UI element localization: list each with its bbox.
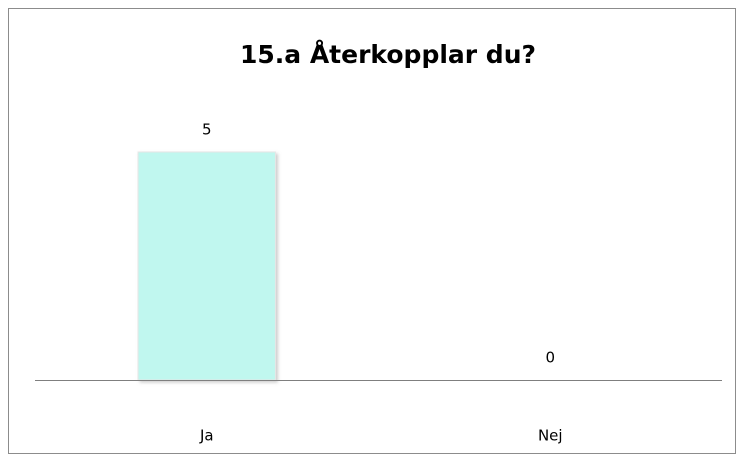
bar <box>137 151 276 381</box>
data-label: 0 <box>545 349 555 367</box>
chart-title: 15.a Återkopplar du? <box>240 40 536 69</box>
chart-frame <box>8 8 736 454</box>
x-tick-label: Nej <box>538 427 563 445</box>
data-label: 5 <box>202 121 212 139</box>
x-tick-label: Ja <box>199 427 214 445</box>
